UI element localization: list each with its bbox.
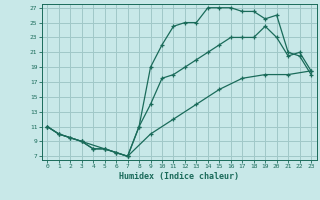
X-axis label: Humidex (Indice chaleur): Humidex (Indice chaleur) xyxy=(119,172,239,181)
